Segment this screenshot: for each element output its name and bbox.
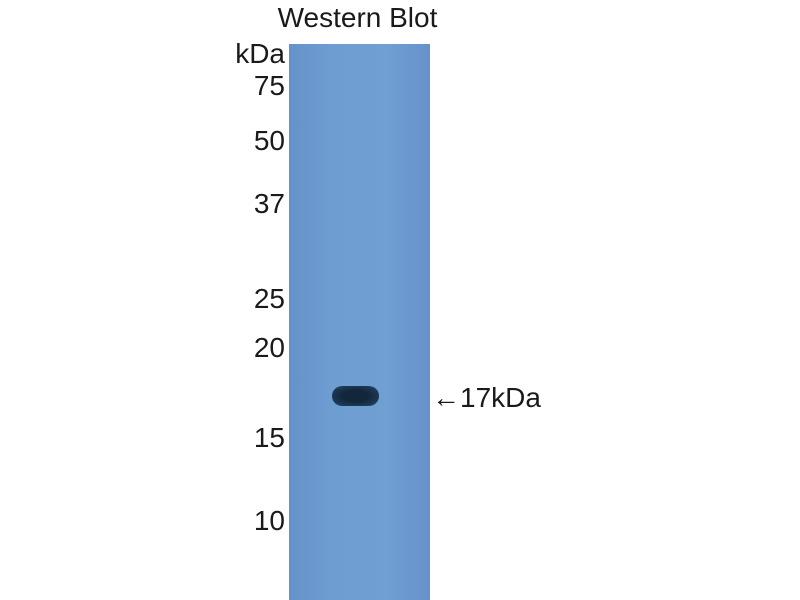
marker-37: 37 [253, 188, 285, 219]
marker-50: 50 [253, 125, 285, 156]
band-size-label: ←17kDa [432, 382, 541, 413]
marker-25: 25 [253, 283, 285, 314]
marker-15: 15 [253, 422, 285, 453]
marker-10: 10 [253, 505, 285, 536]
protein-band [332, 386, 379, 406]
marker-75: 75 [253, 70, 285, 101]
blot-lane [289, 44, 430, 600]
marker-20: 20 [253, 332, 285, 363]
blot-title: Western Blot [277, 2, 438, 33]
unit-label: kDa [235, 38, 285, 69]
